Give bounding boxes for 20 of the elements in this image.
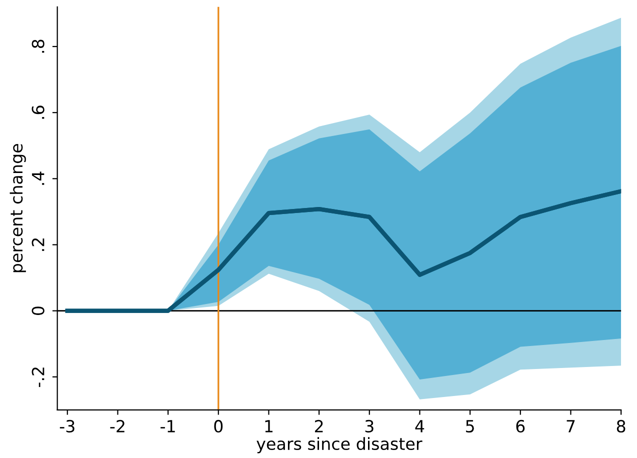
x-tick-label: 2 [314, 420, 323, 432]
y-axis-title: percent change [10, 144, 26, 272]
y-tick-label: .8 [32, 40, 44, 53]
y-tick-label: .4 [32, 172, 44, 185]
x-tick-label: 5 [466, 420, 474, 433]
x-tick-label: -1 [160, 420, 175, 432]
x-tick-label: 1 [265, 420, 272, 432]
y-tick-label: -.2 [32, 368, 44, 388]
x-tick-label: 3 [365, 420, 374, 433]
y-tick-label: .6 [32, 106, 44, 119]
x-tick-label: -2 [110, 420, 124, 432]
y-tick-label: 0 [32, 306, 44, 316]
x-tick-label: 0 [214, 420, 223, 433]
x-tick-label: 6 [516, 420, 525, 433]
y-tick-label: .2 [32, 238, 44, 251]
x-tick-label: -3 [60, 420, 74, 433]
x-tick-label: 4 [415, 420, 424, 432]
x-tick-label: 7 [566, 420, 575, 432]
x-tick-label: 8 [616, 420, 626, 433]
x-axis-title: years since disaster [256, 437, 422, 454]
